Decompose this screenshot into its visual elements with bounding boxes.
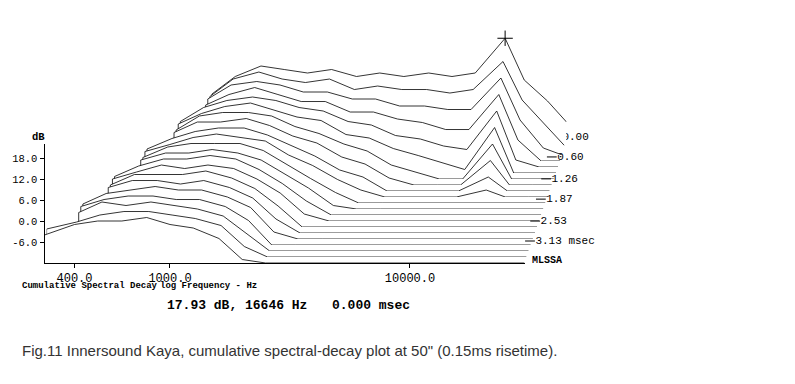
svg-text:MLSSA: MLSSA: [532, 255, 562, 266]
svg-text:0.60: 0.60: [557, 151, 583, 163]
svg-text:dB: dB: [32, 131, 45, 143]
svg-text:17.93 dB, 16646 Hz: 17.93 dB, 16646 Hz: [167, 298, 307, 313]
svg-text:18.0: 18.0: [12, 153, 37, 165]
svg-text:12.0: 12.0: [12, 174, 37, 186]
svg-text:Fig.11 Innersound Kaya, cumula: Fig.11 Innersound Kaya, cumulative spect…: [22, 342, 557, 359]
svg-text:400.0: 400.0: [56, 272, 92, 286]
svg-text:0.00: 0.00: [562, 131, 588, 143]
svg-text:1.87: 1.87: [546, 193, 572, 205]
svg-text:1000.0: 1000.0: [148, 272, 191, 286]
svg-text:3.13 msec: 3.13 msec: [535, 235, 594, 247]
svg-text:Cumulative Spectral Decay: Cumulative Spectral Decay: [22, 281, 158, 291]
svg-text:6.0: 6.0: [18, 195, 37, 207]
svg-text:1.26: 1.26: [552, 173, 578, 185]
svg-text:log Frequency - Hz: log Frequency - Hz: [160, 281, 257, 291]
svg-text:-6.0: -6.0: [12, 237, 37, 249]
svg-text:2.53: 2.53: [541, 215, 567, 227]
svg-text:0.0: 0.0: [18, 216, 37, 228]
svg-text:0.000 msec: 0.000 msec: [332, 298, 410, 313]
svg-text:10000.0: 10000.0: [385, 272, 435, 286]
